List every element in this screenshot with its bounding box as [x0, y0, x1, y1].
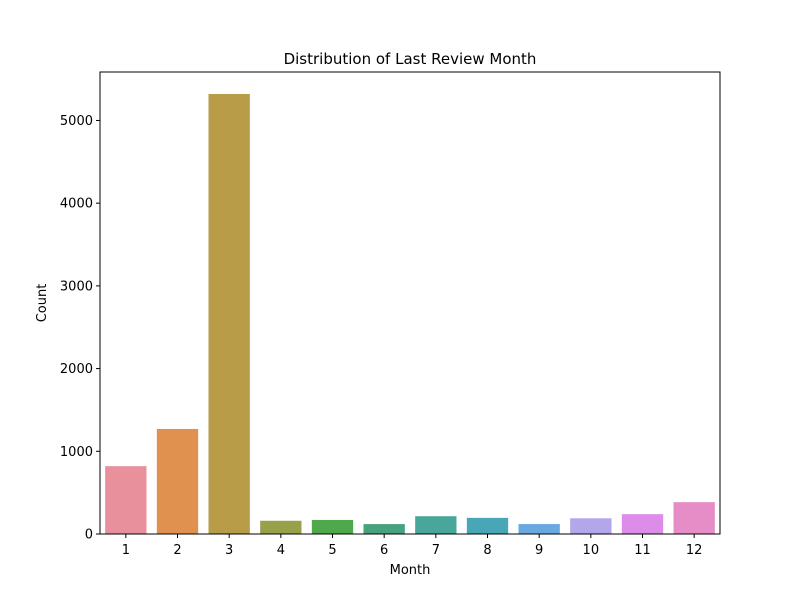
y-axis-label: Count: [35, 284, 50, 323]
y-axis-ticks: 0 1000 2000 3000 4000 5000: [60, 114, 100, 543]
bars-group: [105, 94, 715, 534]
x-tick-label: 6: [380, 543, 388, 558]
bar-month-1: [105, 466, 147, 534]
x-tick-label: 8: [483, 543, 491, 558]
y-tick-label: 4000: [60, 197, 93, 212]
bar-month-9: [518, 524, 560, 534]
chart-title: Distribution of Last Review Month: [284, 50, 537, 68]
y-tick-label: 5000: [60, 114, 93, 129]
bar-month-6: [363, 524, 405, 534]
y-tick-label: 3000: [60, 279, 93, 294]
x-axis-label: Month: [390, 563, 431, 578]
y-tick-label: 0: [85, 528, 93, 543]
bar-month-3: [208, 94, 250, 534]
bar-month-5: [311, 519, 354, 534]
x-tick-label: 3: [225, 543, 233, 558]
x-tick-label: 7: [432, 543, 440, 558]
y-tick-label: 2000: [60, 362, 93, 377]
bar-month-7: [415, 516, 457, 534]
bar-month-4: [260, 520, 302, 534]
plot-area-frame: [99, 71, 721, 535]
x-tick-label: 2: [173, 543, 181, 558]
x-tick-label: 5: [328, 543, 336, 558]
x-tick-label: 12: [686, 543, 703, 558]
x-tick-label: 11: [634, 543, 651, 558]
x-tick-label: 9: [535, 543, 543, 558]
y-tick-label: 1000: [60, 445, 93, 460]
x-axis-ticks: 1 2 3 4 5 6 7 8 9 10 11 12: [122, 534, 703, 558]
x-tick-label: 1: [122, 543, 130, 558]
bar-month-10: [570, 518, 612, 534]
x-tick-label: 10: [583, 543, 600, 558]
bar-month-11: [621, 514, 664, 534]
x-tick-label: 4: [277, 543, 285, 558]
bar-month-2: [156, 428, 199, 534]
bar-month-8: [466, 517, 509, 534]
bar-month-12: [673, 502, 715, 534]
